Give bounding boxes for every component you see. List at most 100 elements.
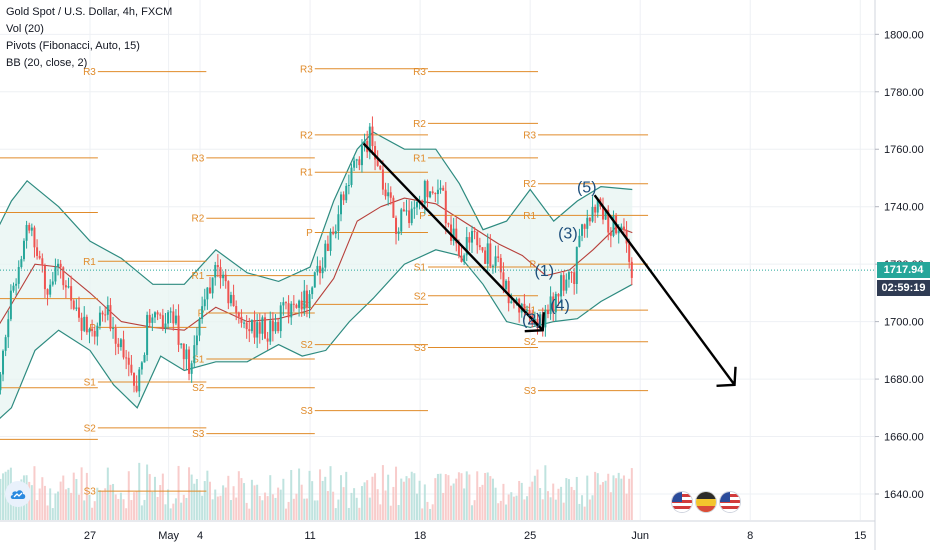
candle-up[interactable] bbox=[510, 301, 513, 304]
candle-up[interactable] bbox=[30, 227, 33, 231]
candle-up[interactable] bbox=[96, 325, 99, 337]
candle-up[interactable] bbox=[4, 337, 7, 351]
candle-down[interactable] bbox=[258, 322, 261, 334]
candle-down[interactable] bbox=[33, 227, 36, 248]
candle-down[interactable] bbox=[326, 243, 329, 251]
candle-down[interactable] bbox=[562, 275, 565, 291]
candle-up[interactable] bbox=[193, 345, 196, 364]
candle-up[interactable] bbox=[98, 312, 101, 326]
candle-up[interactable] bbox=[174, 315, 177, 324]
candle-up[interactable] bbox=[360, 145, 363, 166]
candle-down[interactable] bbox=[36, 247, 39, 256]
candle-up[interactable] bbox=[164, 323, 167, 329]
candle-down[interactable] bbox=[93, 330, 96, 337]
candle-up[interactable] bbox=[581, 224, 584, 236]
candle-down[interactable] bbox=[240, 316, 243, 323]
candle-up[interactable] bbox=[544, 309, 547, 328]
candle-up[interactable] bbox=[169, 311, 172, 313]
candle-up[interactable] bbox=[83, 316, 86, 331]
candle-down[interactable] bbox=[80, 317, 83, 331]
candle-up[interactable] bbox=[51, 281, 54, 285]
candle-up[interactable] bbox=[470, 231, 473, 243]
candle-down[interactable] bbox=[421, 201, 424, 204]
us-flag-icon[interactable]: 6 bbox=[719, 491, 741, 513]
candle-down[interactable] bbox=[481, 247, 484, 251]
candle-up[interactable] bbox=[67, 286, 70, 288]
candle-down[interactable] bbox=[622, 226, 625, 231]
candle-up[interactable] bbox=[243, 322, 246, 324]
candle-down[interactable] bbox=[85, 316, 88, 333]
candle-down[interactable] bbox=[384, 189, 387, 197]
candle-down[interactable] bbox=[159, 314, 162, 316]
candle-up[interactable] bbox=[596, 198, 599, 213]
candle-down[interactable] bbox=[172, 311, 175, 324]
candle-down[interactable] bbox=[332, 231, 335, 234]
candle-down[interactable] bbox=[237, 312, 240, 317]
candle-down[interactable] bbox=[292, 303, 295, 305]
candle-up[interactable] bbox=[311, 287, 314, 295]
candle-up[interactable] bbox=[612, 215, 615, 236]
candle-down[interactable] bbox=[41, 258, 44, 266]
candle-down[interactable] bbox=[161, 315, 164, 329]
candle-up[interactable] bbox=[465, 237, 468, 256]
candle-up[interactable] bbox=[25, 224, 28, 241]
candle-up[interactable] bbox=[586, 217, 589, 229]
candle-up[interactable] bbox=[397, 231, 400, 234]
candle-down[interactable] bbox=[460, 255, 463, 263]
candle-up[interactable] bbox=[201, 306, 204, 319]
candle-down[interactable] bbox=[392, 197, 395, 218]
bollinger-basis[interactable] bbox=[0, 197, 633, 356]
candle-up[interactable] bbox=[345, 185, 348, 201]
candle-up[interactable] bbox=[505, 280, 508, 290]
candle-up[interactable] bbox=[324, 243, 327, 268]
candle-up[interactable] bbox=[321, 267, 324, 274]
candle-down[interactable] bbox=[476, 232, 479, 246]
candle-down[interactable] bbox=[148, 314, 151, 323]
bollinger-lower-band[interactable] bbox=[0, 249, 633, 437]
candle-down[interactable] bbox=[277, 322, 280, 332]
candle-up[interactable] bbox=[151, 317, 154, 323]
candle-up[interactable] bbox=[617, 230, 620, 234]
candle-down[interactable] bbox=[248, 329, 251, 332]
candle-up[interactable] bbox=[413, 207, 416, 209]
candle-down[interactable] bbox=[72, 300, 75, 309]
candle-up[interactable] bbox=[303, 290, 306, 310]
candle-up[interactable] bbox=[88, 328, 91, 333]
candle-up[interactable] bbox=[49, 284, 52, 295]
candle-up[interactable] bbox=[167, 312, 170, 324]
candle-down[interactable] bbox=[219, 267, 222, 279]
candle-down[interactable] bbox=[287, 303, 290, 318]
candle-down[interactable] bbox=[607, 209, 610, 233]
candle-down[interactable] bbox=[434, 193, 437, 195]
candle-up[interactable] bbox=[334, 231, 337, 234]
candle-down[interactable] bbox=[188, 349, 191, 374]
candle-down[interactable] bbox=[468, 237, 471, 243]
candle-up[interactable] bbox=[347, 184, 350, 186]
tradingview-cloud-icon[interactable] bbox=[5, 481, 31, 507]
candle-down[interactable] bbox=[125, 357, 128, 359]
candle-up[interactable] bbox=[539, 314, 542, 329]
candle-down[interactable] bbox=[379, 165, 382, 170]
candle-down[interactable] bbox=[64, 285, 67, 288]
candle-up[interactable] bbox=[620, 226, 623, 231]
bollinger-indicator-label[interactable]: BB (20, close, 2) bbox=[6, 57, 88, 69]
candle-up[interactable] bbox=[339, 194, 342, 215]
candle-up[interactable] bbox=[298, 300, 301, 308]
candle-up[interactable] bbox=[229, 294, 232, 304]
elliott-wave-label[interactable]: (4) bbox=[550, 297, 570, 314]
candle-up[interactable] bbox=[567, 272, 570, 280]
candle-down[interactable] bbox=[122, 339, 125, 358]
candle-up[interactable] bbox=[214, 264, 217, 278]
candle-up[interactable] bbox=[337, 214, 340, 232]
elliott-wave-label[interactable]: (5) bbox=[577, 180, 597, 197]
candle-up[interactable] bbox=[308, 294, 311, 308]
candle-down[interactable] bbox=[70, 286, 73, 301]
candle-down[interactable] bbox=[342, 194, 345, 201]
candle-up[interactable] bbox=[387, 192, 390, 197]
candle-down[interactable] bbox=[295, 304, 298, 308]
candle-down[interactable] bbox=[546, 309, 549, 315]
candle-down[interactable] bbox=[601, 206, 604, 220]
pivots-indicator-label[interactable]: Pivots (Fibonacci, Auto, 15) bbox=[6, 40, 140, 52]
